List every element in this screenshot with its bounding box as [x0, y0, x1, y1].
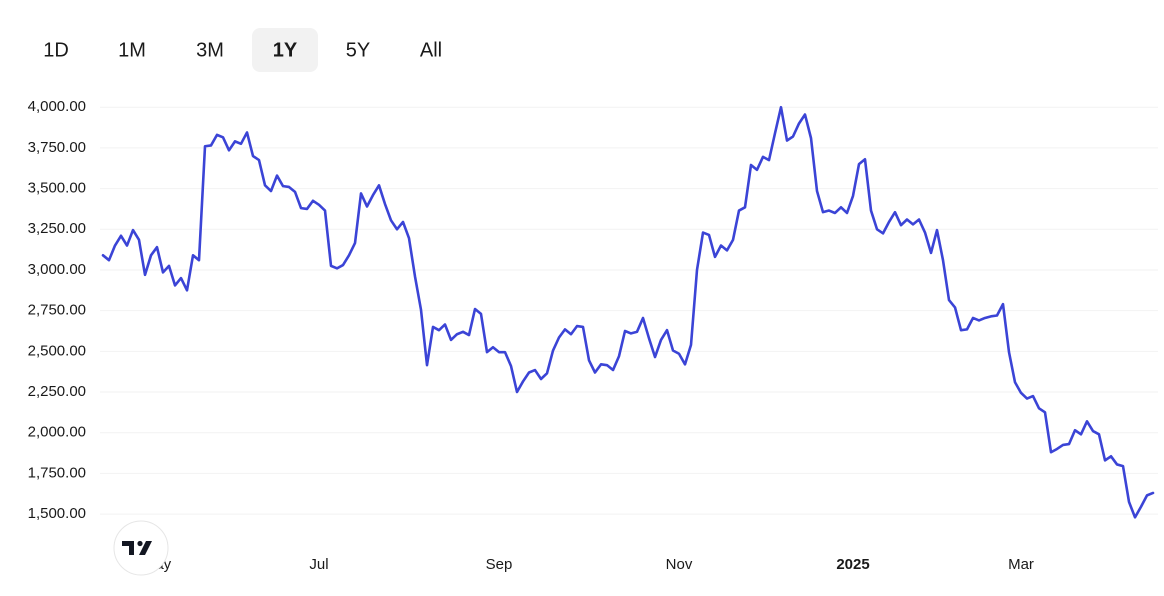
price-line	[101, 105, 1155, 519]
y-tick-label: 3,750.00	[28, 139, 86, 156]
y-tick-label: 2,750.00	[28, 302, 86, 319]
x-tick-label: Sep	[486, 556, 513, 573]
y-tick-label: 3,250.00	[28, 220, 86, 237]
y-tick-label: 3,500.00	[28, 180, 86, 197]
range-button-label[interactable]: All	[420, 39, 442, 61]
range-button[interactable]: 1Y	[252, 28, 318, 72]
range-button-label[interactable]: 1M	[118, 39, 146, 61]
x-tick-label: Nov	[666, 556, 693, 573]
tradingview-logo	[113, 520, 169, 576]
range-button-label[interactable]: 3M	[196, 39, 224, 61]
range-button-bg[interactable]	[252, 28, 318, 72]
range-button-label[interactable]: 5Y	[346, 39, 370, 61]
x-tick-label: Mar	[1008, 556, 1034, 573]
logo-badge	[113, 520, 169, 576]
range-button[interactable]: 3M	[196, 39, 224, 61]
logo-mark	[139, 541, 152, 555]
y-tick-label: 1,750.00	[28, 464, 86, 481]
plot	[101, 105, 1155, 519]
range-button-label[interactable]: 1D	[43, 39, 69, 61]
range-button[interactable]: All	[420, 39, 442, 61]
x-tick-label: 2025	[836, 556, 869, 573]
range-button[interactable]: 1D	[43, 39, 69, 61]
y-tick-label: 1,500.00	[28, 505, 86, 522]
x-tick-label: Jul	[309, 556, 328, 573]
grid: 4,000.00 3,750.00 3,500.00 3,250.00 3,000.00…	[28, 98, 1158, 573]
y-tick-label: 3,000.00	[28, 261, 86, 278]
y-tick-label: 2,500.00	[28, 342, 86, 359]
range-button-label[interactable]: 1Y	[273, 39, 298, 61]
logo-mark	[122, 541, 134, 555]
y-tick-label: 2,250.00	[28, 383, 86, 400]
range-button[interactable]: 5Y	[346, 39, 370, 61]
y-tick-label: 4,000.00	[28, 98, 86, 115]
y-tick-label: 2,000.00	[28, 424, 86, 441]
range-button[interactable]: 1M	[118, 39, 146, 61]
logo-mark	[137, 540, 143, 547]
range-selector: 1D 1M 3M 1Y 5Y All	[43, 28, 442, 72]
